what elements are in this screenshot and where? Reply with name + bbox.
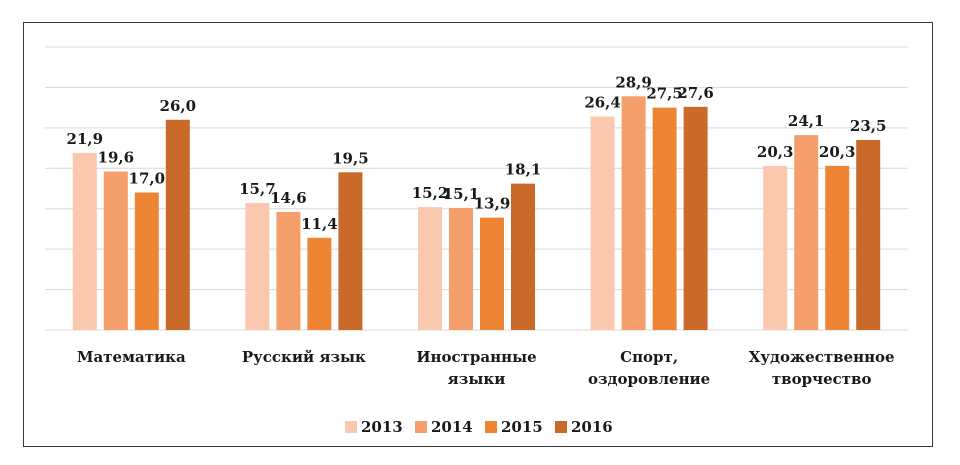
bar <box>590 116 615 330</box>
legend-swatch <box>555 421 567 433</box>
data-label: 19,6 <box>98 149 135 167</box>
legend-swatch <box>485 421 497 433</box>
data-label: 28,9 <box>615 73 652 91</box>
data-label: 20,3 <box>757 143 794 161</box>
data-label: 27,6 <box>677 84 714 102</box>
bar <box>103 171 128 330</box>
data-label: 14,6 <box>270 189 307 207</box>
data-label: 24,1 <box>788 112 825 130</box>
x-tick-label: Русский язык <box>242 348 366 366</box>
bar <box>165 119 190 331</box>
data-label: 15,7 <box>239 180 276 198</box>
x-tick-label: Математика <box>77 348 186 366</box>
legend-label: 2014 <box>431 418 473 436</box>
data-label: 23,5 <box>850 117 887 135</box>
bar <box>134 192 159 330</box>
data-label: 26,0 <box>160 97 197 115</box>
x-tick-label: творчество <box>772 370 872 388</box>
legend-label: 2015 <box>501 418 543 436</box>
x-tick-label: Художественное <box>749 348 895 366</box>
bar <box>307 237 332 330</box>
legend-swatch <box>345 421 357 433</box>
bar <box>683 106 708 330</box>
bar <box>511 183 535 330</box>
data-label: 11,4 <box>301 215 338 233</box>
data-label: 17,0 <box>129 170 166 188</box>
data-label: 26,4 <box>584 94 621 112</box>
data-label: 15,1 <box>443 185 480 203</box>
bar <box>763 165 788 330</box>
legend-swatch <box>415 421 427 433</box>
legend-label: 2016 <box>571 418 613 436</box>
bar <box>621 96 646 330</box>
data-label: 27,5 <box>646 85 683 103</box>
data-label: 20,3 <box>819 143 856 161</box>
x-tick-label: оздоровление <box>588 370 710 388</box>
bar <box>245 203 270 330</box>
bar <box>72 152 97 330</box>
bar <box>794 135 819 330</box>
x-tick-label: языки <box>448 370 506 388</box>
bar <box>338 172 363 330</box>
data-label: 19,5 <box>332 149 369 167</box>
data-label: 13,9 <box>474 195 511 213</box>
bar <box>418 207 442 330</box>
bar <box>449 207 473 330</box>
x-tick-label: Спорт, <box>620 348 678 366</box>
bar <box>825 165 850 330</box>
bar <box>856 139 881 330</box>
bar <box>276 211 301 330</box>
data-label: 18,1 <box>505 161 542 179</box>
data-label: 21,9 <box>67 130 104 148</box>
x-tick-label: Иностранные <box>416 348 536 366</box>
legend-label: 2013 <box>361 418 403 436</box>
bar <box>480 217 504 330</box>
bar <box>652 107 677 331</box>
data-label: 15,2 <box>412 184 449 202</box>
